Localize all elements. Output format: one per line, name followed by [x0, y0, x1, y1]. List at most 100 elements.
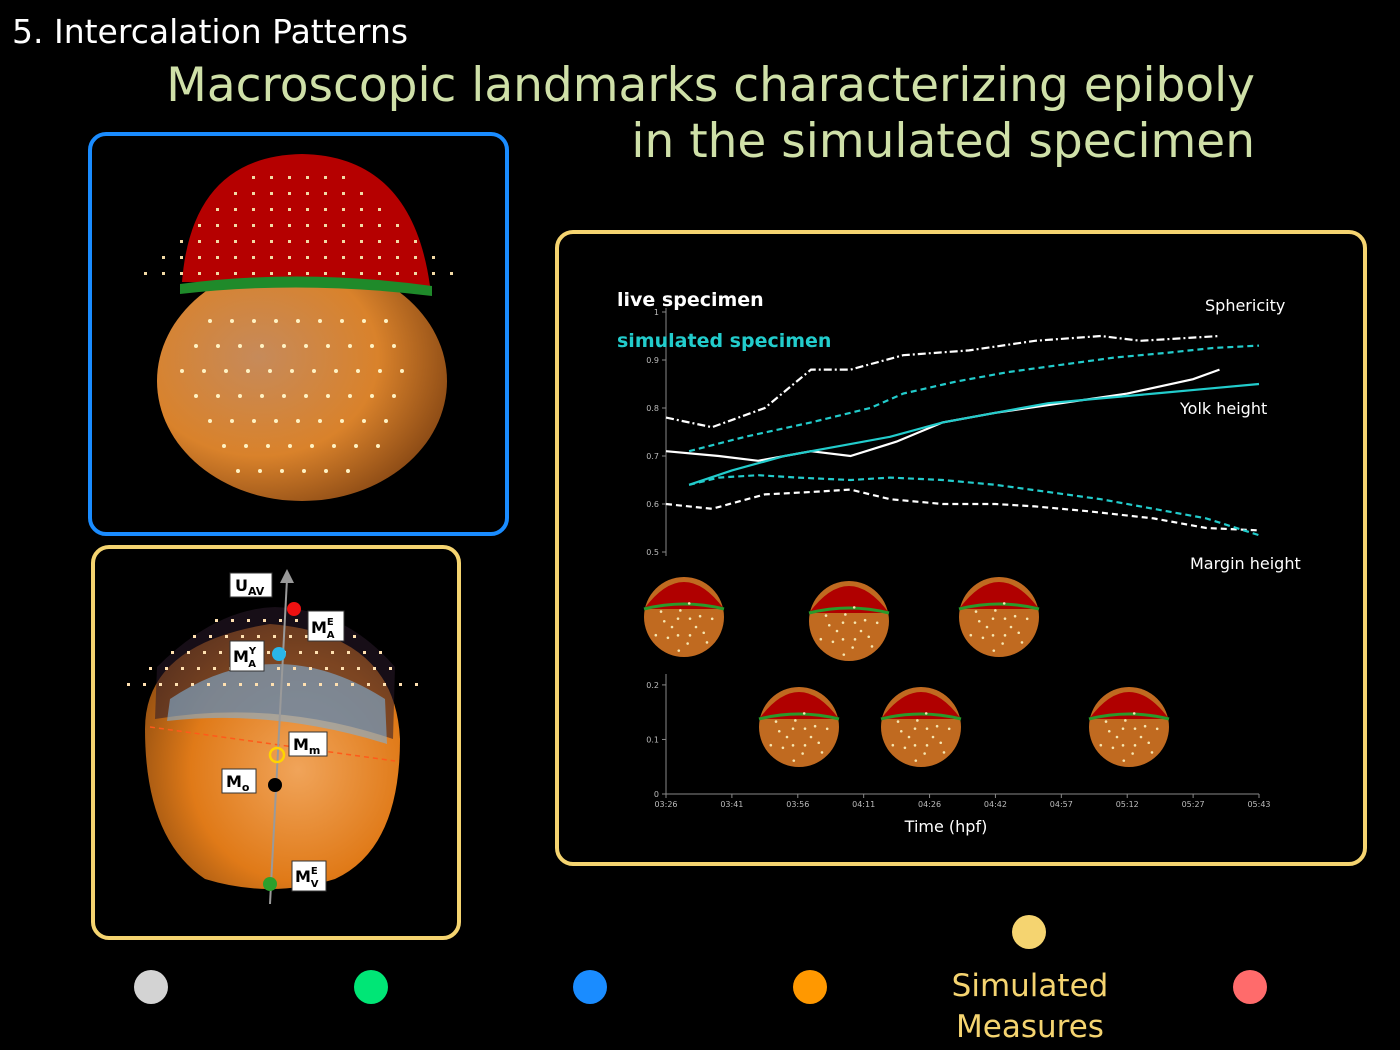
- cap-node: [335, 683, 338, 686]
- series-yolk-height-simulated: [688, 382, 1260, 486]
- cap-node: [414, 256, 417, 259]
- cap-node: [215, 619, 218, 622]
- yolk-node: [384, 419, 388, 423]
- embryo-thumbnail: [758, 687, 840, 767]
- cap-node: [159, 683, 162, 686]
- cap-node: [234, 272, 237, 275]
- yolk-node: [202, 369, 206, 373]
- cap-node: [378, 208, 381, 211]
- svg-text:MEV: ME V: [295, 866, 319, 890]
- cell-cap: [182, 154, 430, 286]
- cap-node: [144, 272, 147, 275]
- cap-node: [415, 683, 418, 686]
- yolk-node: [356, 369, 360, 373]
- cap-node: [149, 667, 152, 670]
- cap-node: [252, 192, 255, 195]
- x-tick-label: 04:11: [852, 800, 875, 809]
- legend-dot-grey: [134, 970, 168, 1004]
- yolk-node: [318, 419, 322, 423]
- cap-node: [414, 272, 417, 275]
- section-title: 5. Intercalation Patterns: [12, 12, 409, 51]
- legend-dot-blue: [573, 970, 607, 1004]
- cap-node: [288, 176, 291, 179]
- cap-node: [450, 272, 453, 275]
- svg-text:UAV: UAV: [235, 576, 265, 598]
- cap-node: [234, 192, 237, 195]
- main-title-line-1: Macroscopic landmarks characterizing epi…: [166, 58, 1255, 113]
- cap-node: [342, 240, 345, 243]
- yolk-node: [290, 369, 294, 373]
- cap-node: [252, 272, 255, 275]
- cap-node: [324, 224, 327, 227]
- yolk-node: [274, 419, 278, 423]
- cap-node: [271, 683, 274, 686]
- cap-node: [319, 683, 322, 686]
- x-tick-label: 04:26: [918, 800, 941, 809]
- yolk-node: [332, 444, 336, 448]
- yolk-sphere: [157, 261, 447, 501]
- yolk-node: [194, 344, 198, 348]
- cap-node: [306, 176, 309, 179]
- yolk-node: [236, 469, 240, 473]
- cap-node: [396, 256, 399, 259]
- cap-node: [277, 667, 280, 670]
- cap-node: [203, 651, 206, 654]
- series-yolk-height-live: [665, 368, 1220, 462]
- yolk-node: [304, 394, 308, 398]
- yolk-node: [376, 444, 380, 448]
- cap-node: [288, 240, 291, 243]
- yolk-node: [340, 419, 344, 423]
- svg-text:MYA: MY A: [233, 646, 257, 670]
- cap-node: [363, 651, 366, 654]
- cap-node: [270, 224, 273, 227]
- cap-node: [193, 635, 196, 638]
- cap-node: [306, 208, 309, 211]
- cap-node: [315, 651, 318, 654]
- cap-node: [288, 192, 291, 195]
- x-tick-label: 04:57: [1050, 800, 1073, 809]
- yolk-node: [362, 419, 366, 423]
- cap-node: [216, 240, 219, 243]
- cap-node: [324, 240, 327, 243]
- cap-node: [414, 240, 417, 243]
- cap-node: [247, 619, 250, 622]
- yolk-node: [268, 369, 272, 373]
- x-tick-label: 05:27: [1182, 800, 1205, 809]
- cap-node: [293, 667, 296, 670]
- cap-node: [165, 667, 168, 670]
- cap-node: [270, 176, 273, 179]
- lower-y-tick-label: 0.1: [646, 735, 659, 744]
- yolk-node: [304, 344, 308, 348]
- yolk-node: [348, 394, 352, 398]
- cap-node: [342, 224, 345, 227]
- cap-node: [324, 208, 327, 211]
- yolk-node: [280, 469, 284, 473]
- cap-node: [360, 208, 363, 211]
- svg-text:Mm: Mm: [293, 735, 320, 757]
- cap-node: [396, 240, 399, 243]
- embryo-thumbnail: [958, 577, 1040, 657]
- cap-node: [389, 667, 392, 670]
- cap-node: [360, 272, 363, 275]
- cap-node: [175, 683, 178, 686]
- cap-node: [342, 272, 345, 275]
- cap-node: [257, 635, 260, 638]
- landmark-mv-e-point: [263, 877, 277, 891]
- legend-dot-green: [354, 970, 388, 1004]
- yolk-node: [282, 344, 286, 348]
- simulated-measures-caption: Simulated Measures: [940, 966, 1120, 1048]
- embryo-thumbnails: [643, 577, 1170, 767]
- cap-node: [289, 635, 292, 638]
- landmark-ma-e-point: [287, 602, 301, 616]
- cap-node: [252, 176, 255, 179]
- cap-node: [216, 272, 219, 275]
- cap-node: [360, 224, 363, 227]
- landmark-mo-point: [268, 778, 282, 792]
- cap-node: [216, 224, 219, 227]
- cap-node: [263, 619, 266, 622]
- cap-node: [306, 240, 309, 243]
- yolk-node: [230, 319, 234, 323]
- cap-node: [367, 683, 370, 686]
- legend-dot-orange: [793, 970, 827, 1004]
- lower-y-tick-label: 0: [654, 790, 659, 799]
